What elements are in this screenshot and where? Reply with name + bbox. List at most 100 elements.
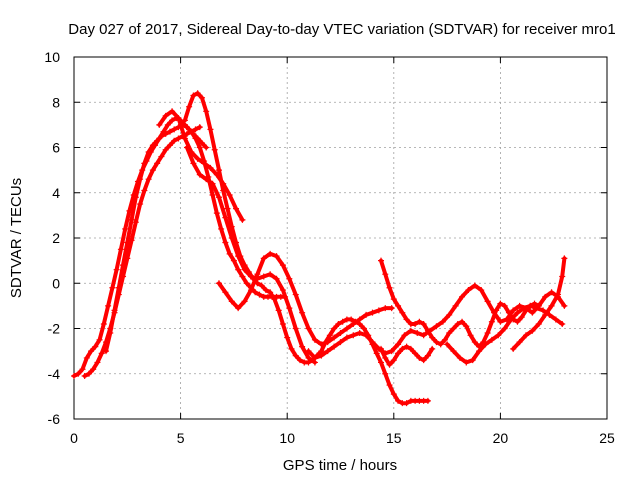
- data-point: [382, 271, 389, 278]
- data-point: [433, 323, 440, 330]
- y-tick-label: 10: [44, 49, 60, 65]
- y-tick-label: 4: [52, 185, 60, 201]
- data-point: [535, 320, 542, 327]
- data-point: [459, 293, 466, 300]
- data-point: [395, 397, 402, 404]
- axis-ticks: 0 5 10 15 20 25 -6 -4 -2 0 2 4 6 8 10: [44, 49, 615, 446]
- data-point: [145, 149, 152, 156]
- data-point: [154, 137, 161, 144]
- data-point: [154, 160, 161, 167]
- x-tick-label: 25: [599, 430, 615, 446]
- data-point: [209, 192, 216, 199]
- data-point: [79, 366, 86, 373]
- data-point: [169, 117, 176, 124]
- data-point: [324, 339, 331, 346]
- data-point: [324, 348, 331, 355]
- data-point: [158, 133, 165, 140]
- data-point: [561, 302, 568, 309]
- data-point: [471, 282, 478, 289]
- data-point: [267, 250, 274, 257]
- data-point: [516, 302, 523, 309]
- data-point: [452, 302, 459, 309]
- data-point: [209, 180, 216, 187]
- data-point: [192, 126, 199, 133]
- data-point: [164, 121, 171, 128]
- series-trace: [72, 116, 209, 378]
- data-point: [516, 339, 523, 346]
- data-point: [467, 332, 474, 339]
- data-point: [484, 330, 491, 337]
- data-point: [109, 284, 116, 291]
- data-point: [166, 142, 173, 149]
- data-point: [284, 334, 291, 341]
- data-point: [386, 382, 393, 389]
- data-point: [350, 320, 357, 327]
- data-point: [318, 352, 325, 359]
- data-point: [239, 273, 246, 280]
- data-point: [399, 309, 406, 316]
- data-point: [228, 298, 235, 305]
- data-point: [350, 332, 357, 339]
- data-point: [311, 354, 318, 361]
- data-point: [203, 144, 210, 151]
- data-point: [222, 214, 229, 221]
- data-point: [429, 345, 436, 352]
- data-point: [171, 137, 178, 144]
- data-point: [226, 192, 233, 199]
- data-point: [201, 160, 208, 167]
- data-point: [382, 370, 389, 377]
- data-point: [102, 348, 109, 355]
- data-point: [305, 354, 312, 361]
- data-point: [501, 325, 508, 332]
- data-point: [552, 316, 559, 323]
- data-point: [81, 373, 88, 380]
- data-point: [429, 334, 436, 341]
- data-point: [450, 325, 457, 332]
- data-point: [196, 124, 203, 131]
- data-point: [439, 318, 446, 325]
- data-point: [137, 201, 144, 208]
- data-point: [292, 352, 299, 359]
- data-point: [190, 160, 197, 167]
- data-point: [279, 287, 286, 294]
- data-point: [183, 144, 190, 151]
- series-sat-6: [183, 144, 318, 366]
- x-axis-label: GPS time / hours: [283, 457, 397, 474]
- data-point: [137, 176, 144, 183]
- data-point: [292, 325, 299, 332]
- data-point: [175, 135, 182, 142]
- series-sat-12: [510, 255, 568, 352]
- data-point: [260, 273, 267, 280]
- data-point: [207, 126, 214, 133]
- data-point: [92, 343, 99, 350]
- data-point: [465, 287, 472, 294]
- data-point: [166, 128, 173, 135]
- data-point: [262, 287, 269, 294]
- data-point: [75, 370, 82, 377]
- data-point: [247, 273, 254, 280]
- data-point: [378, 257, 385, 264]
- data-point: [463, 359, 470, 366]
- data-point: [198, 94, 205, 101]
- data-point: [561, 255, 568, 262]
- data-point: [441, 336, 448, 343]
- y-tick-label: 6: [52, 140, 60, 156]
- data-point: [158, 153, 165, 160]
- data-point: [456, 354, 463, 361]
- data-point: [113, 266, 120, 273]
- data-point: [241, 298, 248, 305]
- data-point: [412, 350, 419, 357]
- data-point: [420, 320, 427, 327]
- data-point: [235, 305, 242, 312]
- data-point: [226, 250, 233, 257]
- series-sat-7: [215, 250, 395, 348]
- chart-title: Day 027 of 2017, Sidereal Day-to-day VTE…: [68, 21, 615, 38]
- data-point: [529, 327, 536, 334]
- data-point: [433, 339, 440, 346]
- x-tick-label: 0: [70, 430, 78, 446]
- data-point: [120, 262, 127, 269]
- data-point: [132, 219, 139, 226]
- data-point: [495, 332, 502, 339]
- data-point: [98, 350, 105, 357]
